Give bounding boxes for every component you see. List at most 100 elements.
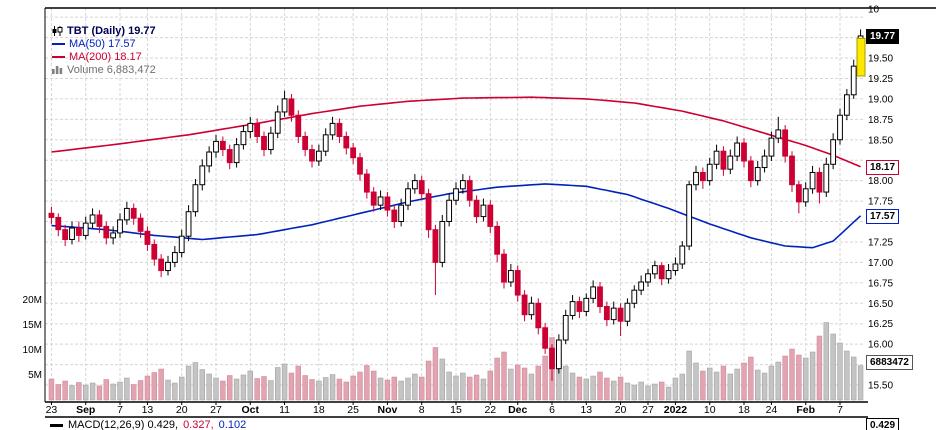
- volume-bar: [343, 381, 349, 401]
- price-axis-label: 16.75: [868, 278, 893, 289]
- candle-body: [507, 270, 514, 283]
- candle-body: [363, 173, 370, 193]
- volume-bar: [645, 385, 651, 401]
- volume-bar: [364, 365, 370, 401]
- candle-body: [254, 122, 261, 137]
- price-axis-label: 16.00: [868, 340, 893, 351]
- volume-bar: [830, 333, 836, 401]
- date-axis-label: 20: [615, 404, 627, 416]
- volume-bar: [144, 375, 151, 401]
- volume-bar: [823, 322, 829, 401]
- candle-body: [315, 150, 322, 162]
- volume-bar: [686, 350, 692, 401]
- candle-body: [521, 294, 528, 316]
- price-axis-label: 16.25: [868, 319, 893, 330]
- candle-body: [603, 306, 610, 321]
- candle-body: [501, 253, 507, 283]
- date-axis-label: 24: [766, 404, 778, 416]
- candle-body: [535, 302, 542, 329]
- candle-body: [672, 263, 679, 272]
- candlestick-icon: [52, 25, 63, 36]
- volume-bar: [652, 383, 658, 401]
- volume-axis-label: 15M: [23, 320, 42, 331]
- date-axis-label: 18: [738, 404, 750, 416]
- candle-body: [357, 157, 363, 175]
- candle-body: [165, 261, 171, 272]
- volume-bar: [357, 371, 363, 401]
- candle-body: [809, 171, 816, 190]
- date-axis-label: 13: [142, 404, 154, 416]
- date-axis-label: 8: [419, 404, 425, 416]
- ma200-value-badge: 18.17: [866, 160, 900, 175]
- volume-bar: [597, 371, 603, 401]
- volume-bar: [268, 380, 274, 401]
- volume-bar: [659, 381, 665, 401]
- price-axis-label: 18.75: [868, 115, 893, 126]
- candle-body: [137, 217, 144, 232]
- candle-body: [775, 129, 782, 139]
- candle-body: [322, 134, 329, 152]
- candle-body: [130, 207, 137, 219]
- candle-body: [459, 180, 466, 190]
- candle-body: [192, 184, 199, 213]
- date-axis-label: 23: [46, 404, 58, 416]
- volume-axis-label: 10M: [23, 345, 42, 356]
- volume-bar: [377, 377, 384, 401]
- volume-bar: [439, 358, 445, 401]
- candle-body: [446, 199, 453, 222]
- candle-body: [62, 229, 69, 240]
- date-axis-label: 7: [117, 404, 123, 416]
- candle-body: [411, 180, 418, 190]
- candle-body: [555, 339, 562, 370]
- volume-bar: [789, 348, 795, 401]
- volume-bar: [857, 365, 864, 401]
- volume-bar: [494, 357, 500, 401]
- volume-bar: [508, 368, 514, 401]
- candle-body: [754, 167, 761, 182]
- volume-bar: [55, 384, 61, 401]
- date-axis-label: 11: [279, 404, 290, 416]
- date-axis-label: 15: [450, 404, 462, 416]
- candle-body: [830, 139, 837, 165]
- volume-bar: [185, 365, 192, 401]
- volume-bar: [275, 367, 281, 401]
- volume-bar: [432, 347, 439, 401]
- candle-body: [219, 140, 226, 151]
- price-axis-label: 10: [868, 4, 880, 15]
- volume-bar: [227, 375, 233, 401]
- volume-bar: [521, 367, 528, 401]
- candle-body: [425, 193, 432, 231]
- volume-bar: [707, 367, 713, 401]
- volume-bar: [89, 382, 96, 401]
- volume-bar: [281, 363, 288, 401]
- candle-body: [720, 150, 727, 170]
- volume-bar: [638, 381, 644, 401]
- volume-bar: [48, 378, 55, 401]
- candle-body: [645, 273, 651, 283]
- last-price-badge: 19.77: [866, 29, 900, 44]
- candle-body: [734, 142, 741, 157]
- volume-bar: [501, 351, 507, 401]
- candle-body: [713, 150, 720, 165]
- candle-body: [144, 230, 151, 245]
- candle-body: [727, 155, 734, 170]
- date-axis-label: 20: [176, 404, 188, 416]
- candle-body: [795, 184, 802, 203]
- macd-value-badge: 0.429: [866, 418, 900, 430]
- macd-label: MACD(12,26,9) 0.429,: [68, 419, 179, 430]
- candle-body: [69, 227, 75, 240]
- candle-body: [741, 142, 747, 162]
- macd-line-swatch: [50, 423, 63, 427]
- volume-bar: [165, 379, 171, 401]
- candle-body: [48, 212, 55, 218]
- volume-bar: [528, 373, 535, 401]
- candle-body: [617, 307, 624, 322]
- price-axis-label: 19.50: [868, 54, 893, 65]
- candle-body: [802, 188, 809, 203]
- candle-body: [329, 122, 336, 136]
- volume-bar: [453, 375, 459, 401]
- volume-bars-icon: [52, 65, 63, 74]
- volume-bar: [172, 382, 178, 401]
- volume-bar: [213, 377, 219, 401]
